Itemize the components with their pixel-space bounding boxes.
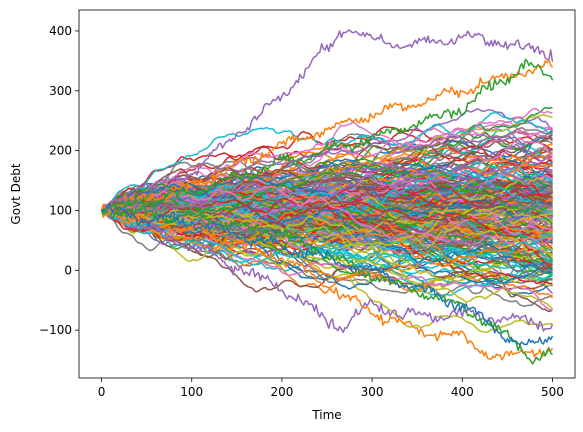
x-axis-ticks: 0 100 200 300 400 500 (98, 378, 564, 399)
debt-path-227 (100, 126, 553, 211)
debt-path-highlight-5 (100, 58, 554, 215)
x-axis-label: Time (311, 408, 341, 422)
debt-path-244 (101, 175, 553, 218)
debt-path-249 (101, 209, 553, 266)
y-axis-ticks: −100 0 100 200 300 400 (39, 24, 79, 337)
y-tick-label: 100 (49, 203, 72, 217)
x-tick-label: 400 (451, 385, 474, 399)
debt-path-240 (101, 182, 553, 274)
debt-path-247 (101, 201, 553, 277)
y-tick-label: 0 (64, 263, 72, 277)
y-tick-label: 300 (49, 84, 72, 98)
x-tick-label: 300 (361, 385, 384, 399)
debt-path-highlight-2 (100, 203, 554, 361)
x-tick-label: 500 (541, 385, 564, 399)
debt-path-235 (101, 167, 554, 212)
series-layer (100, 29, 554, 365)
x-tick-label: 200 (270, 385, 293, 399)
debt-path-highlight-4 (100, 59, 554, 219)
debt-path-248 (101, 209, 553, 257)
x-tick-label: 100 (180, 385, 203, 399)
y-tick-label: 200 (49, 144, 72, 158)
debt-path-194 (101, 135, 553, 213)
debt-path-highlight-0 (100, 29, 554, 214)
debt-path-245 (101, 192, 553, 231)
plot-frame (78, 9, 576, 379)
debt-path-238 (101, 205, 553, 236)
debt-path-229 (101, 197, 553, 266)
y-axis-label: Govt Debt (9, 163, 23, 225)
y-tick-label: −100 (39, 323, 72, 337)
debt-path-highlight-6 (101, 203, 554, 346)
debt-path-239 (101, 169, 553, 232)
x-tick-label: 0 (98, 385, 106, 399)
debt-path-224 (101, 143, 553, 217)
y-tick-label: 400 (49, 24, 72, 38)
debt-path-121 (101, 209, 554, 299)
